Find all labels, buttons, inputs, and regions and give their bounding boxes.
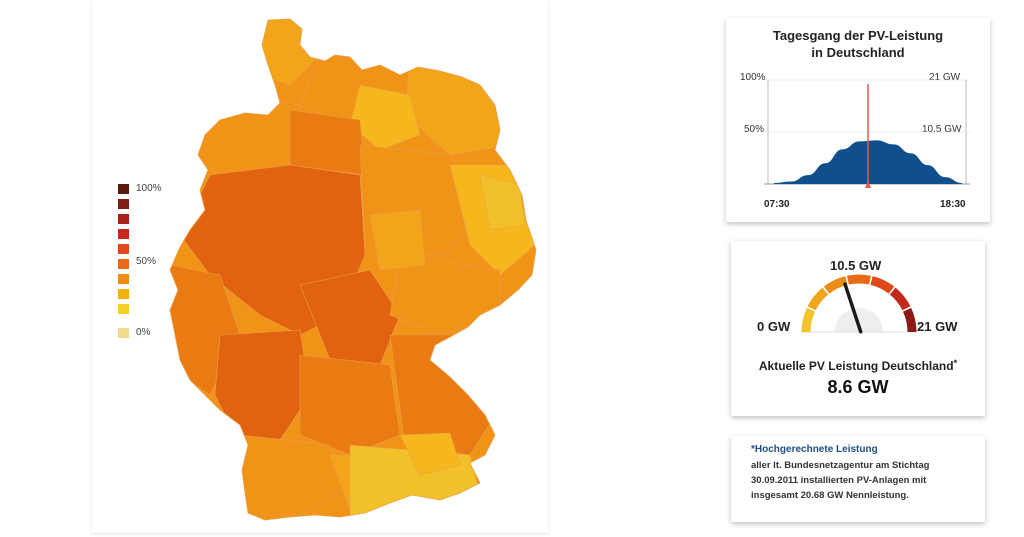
daily-pv-plot	[764, 79, 970, 188]
gauge-max-label: 21 GW	[917, 319, 958, 334]
gauge-segment	[889, 287, 911, 311]
legend-swatch	[118, 229, 129, 239]
gauge-segment	[823, 276, 848, 294]
legend-label-50: 50%	[136, 256, 157, 267]
start-time-label: 07:30	[764, 199, 790, 210]
legend-swatch	[118, 328, 129, 338]
legend-label-0: 0%	[136, 327, 151, 338]
footnote-heading: *Hochgerechnete Leistung	[751, 444, 878, 455]
footnote-card: *Hochgerechnete Leistung aller lt. Bunde…	[731, 436, 985, 522]
gauge-segment	[847, 274, 871, 285]
gauge-needle	[843, 282, 863, 334]
legend-swatch	[118, 199, 129, 209]
map-outline	[169, 18, 537, 521]
pv-gauge	[801, 274, 917, 334]
footnote-mark: *	[751, 444, 755, 455]
legend-swatch	[118, 259, 129, 269]
right-tick-21gw: 21 GW	[929, 72, 961, 83]
current-time-marker-tip	[865, 181, 871, 188]
legend-swatch	[118, 214, 129, 224]
chart-title-line2: in Deutschland	[811, 45, 905, 60]
gauge-current-value: 8.6 GW	[827, 377, 889, 397]
map-region	[349, 84, 421, 151]
gauge-caption-mark: *	[953, 358, 958, 368]
footnote-heading-text: Hochgerechnete Leistung	[754, 444, 878, 455]
end-time-label: 18:30	[940, 199, 966, 210]
map-legend: 100% 50% 0%	[118, 180, 178, 340]
map-region	[189, 99, 301, 176]
legend-swatch	[118, 289, 129, 299]
map-region	[399, 432, 461, 476]
germany-map	[169, 18, 537, 521]
left-tick-50: 50%	[744, 124, 765, 135]
gauge-segment	[807, 287, 829, 311]
gauge-segment	[870, 276, 895, 294]
map-region	[289, 109, 366, 176]
footnote-line-2: 30.09.2011 installierten PV-Anlagen mit	[751, 475, 927, 486]
left-tick-100: 100%	[740, 72, 766, 83]
legend-swatch	[118, 274, 129, 284]
gauge-caption-text: Aktuelle PV Leistung Deutschland	[758, 359, 954, 373]
gauge-inner-disc	[835, 308, 883, 332]
right-tick-10-5gw: 10.5 GW	[922, 124, 962, 135]
gauge-top-label: 10.5 GW	[830, 258, 882, 273]
legend-swatch	[118, 244, 129, 254]
chart-title-line1: Tagesgang der PV-Leistung	[772, 28, 944, 43]
map-region	[369, 209, 426, 271]
legend-swatch	[118, 184, 129, 194]
footnote-line-3: insgesamt 20.68 GW Nennleistung.	[751, 490, 909, 501]
gauge-caption: Aktuelle PV Leistung Deutschland*	[731, 358, 985, 373]
map-region	[479, 174, 526, 231]
gauge-min-label: 0 GW	[757, 319, 791, 334]
map-region	[299, 354, 401, 456]
legend-swatch	[118, 304, 129, 314]
legend-label-100: 100%	[136, 183, 162, 194]
gauge-segment	[902, 307, 917, 333]
daily-pv-chart-card: Tagesgang der PV-Leistung in Deutschland…	[726, 18, 990, 222]
gauge-segment	[801, 307, 816, 333]
map-region	[299, 269, 401, 366]
footnote-line-1: aller lt. Bundesnetzagentur am Stichtag	[751, 460, 930, 471]
current-pv-gauge-card: 10.5 GW 0 GW 21 GW Aktuelle PV Leistung …	[731, 241, 985, 416]
